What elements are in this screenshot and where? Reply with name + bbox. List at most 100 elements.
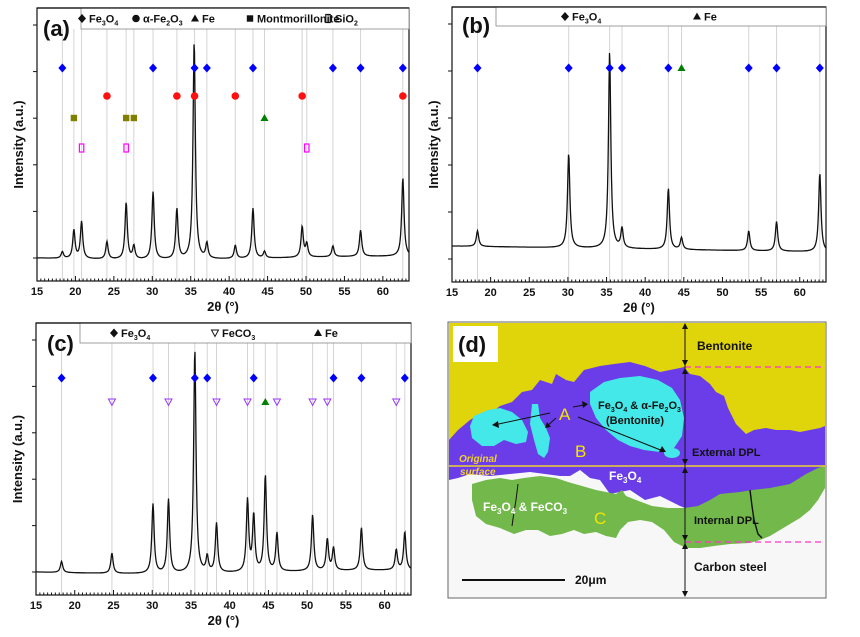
x-tick-label: 30 bbox=[146, 286, 158, 298]
legend-label: Fe bbox=[202, 14, 215, 26]
x-tick-label: 45 bbox=[678, 287, 690, 299]
marker-fe3o4 bbox=[57, 373, 66, 383]
marker-montmorillonite bbox=[122, 114, 130, 122]
marker-fe bbox=[260, 114, 269, 121]
panel-d-cross-section-schematic: (d) Bentonite External DPL Internal DPL … bbox=[447, 321, 827, 599]
marker-fe3o4 bbox=[149, 63, 158, 73]
marker--fe2o3 bbox=[399, 92, 407, 100]
panel-b-xrd-chart: Fe3O4 Fe (b) 15 20 25 30 35 40 45 50 55 60 2θ (°) Inte… bbox=[426, 6, 827, 315]
arrowheads bbox=[682, 323, 688, 597]
panel-c-xrd-chart: Fe3O4 FeCO3 Fe (c) 15 20 25 30 35 40 45 50 55 60 2θ (°… bbox=[10, 322, 412, 628]
marker-fe3o4 bbox=[744, 63, 753, 73]
marker-sio2 bbox=[303, 143, 310, 153]
panel-label: (b) bbox=[462, 13, 490, 38]
x-tick-label: 25 bbox=[108, 286, 120, 298]
xrd-pattern-line bbox=[452, 52, 827, 252]
marker-fe3o4 bbox=[190, 63, 199, 73]
legend-label: Montmorillonite bbox=[257, 14, 340, 26]
marker-fe3o4 bbox=[605, 63, 614, 73]
fe3o4-label: Fe3O4 bbox=[609, 469, 642, 485]
marker-fe3o4 bbox=[772, 63, 781, 73]
marker-feco3 bbox=[243, 398, 252, 407]
plot-frame bbox=[451, 6, 827, 283]
marker-feco3 bbox=[164, 398, 173, 407]
legend-label: Fe bbox=[704, 12, 717, 24]
xrd-pattern-line bbox=[36, 44, 410, 259]
marker-fe3o4 bbox=[329, 373, 338, 383]
marker-fe3o4 bbox=[473, 63, 482, 73]
legend-symbol-fe bbox=[314, 329, 322, 336]
bentonite-inclusion-left bbox=[470, 408, 528, 446]
xrd-pattern-line bbox=[36, 351, 412, 574]
crack-left bbox=[511, 483, 519, 527]
x-tick-label: 20 bbox=[485, 287, 497, 299]
x-tick-label: 35 bbox=[600, 287, 612, 299]
bentonite-label: Bentonite bbox=[697, 339, 753, 353]
x-tick-label: 25 bbox=[107, 600, 119, 612]
marker-fe3o4 bbox=[356, 63, 365, 73]
marker-fe3o4 bbox=[357, 373, 366, 383]
carbon-steel-label: Carbon steel bbox=[694, 560, 767, 574]
x-tick-label: 50 bbox=[300, 286, 312, 298]
marker--fe2o3 bbox=[298, 92, 306, 100]
legend-label: Fe3O4 bbox=[121, 328, 150, 342]
x-tick-label: 30 bbox=[562, 287, 574, 299]
x-tick-label: 50 bbox=[716, 287, 728, 299]
scale-bar-label: 20μm bbox=[575, 573, 606, 587]
marker-fe3o4 bbox=[328, 63, 337, 73]
marker-fe3o4 bbox=[148, 373, 157, 383]
marker-feco3 bbox=[322, 398, 332, 407]
x-tick-label: 55 bbox=[755, 287, 767, 299]
legend-symbol-montmorillonite bbox=[246, 15, 254, 22]
internal-dpl-region bbox=[472, 466, 825, 548]
x-axis-title: 2θ (°) bbox=[208, 613, 240, 628]
legend-symbol--fe2o3 bbox=[132, 14, 140, 23]
marker-fe3o4 bbox=[248, 63, 257, 73]
x-tick-label: 55 bbox=[338, 286, 350, 298]
marker-feco3 bbox=[272, 398, 282, 407]
marker-feco3 bbox=[107, 398, 117, 407]
region-b-label: B bbox=[575, 442, 586, 461]
x-tick-label: 40 bbox=[223, 286, 235, 298]
marker-fe3o4 bbox=[564, 63, 573, 73]
x-axis-title: 2θ (°) bbox=[623, 300, 655, 315]
legend-symbol-feco3 bbox=[210, 329, 220, 338]
legend-symbol-fe3o4 bbox=[78, 14, 86, 23]
x-tick-label: 60 bbox=[377, 286, 389, 298]
x-tick-label: 20 bbox=[69, 286, 81, 298]
x-tick-label: 45 bbox=[262, 600, 274, 612]
plot-frame bbox=[36, 7, 410, 282]
internal-dpl-label: Internal DPL bbox=[694, 515, 759, 527]
bentonite-inclusion-strip bbox=[530, 404, 550, 458]
region-c-label: C bbox=[594, 509, 606, 528]
legend-symbol-fe3o4 bbox=[561, 12, 569, 21]
marker-fe3o4 bbox=[664, 63, 673, 73]
external-dpl-label: External DPL bbox=[692, 447, 761, 459]
legend-label: SiO2 bbox=[335, 14, 358, 28]
marker-feco3 bbox=[391, 398, 401, 407]
x-axis-title: 2θ (°) bbox=[207, 299, 239, 314]
legend-box bbox=[495, 6, 827, 27]
marker--fe2o3 bbox=[231, 92, 240, 100]
x-tick-label: 45 bbox=[261, 286, 273, 298]
x-tick-label: 60 bbox=[794, 287, 806, 299]
marker-fe3o4 bbox=[203, 373, 212, 383]
x-tick-label: 30 bbox=[146, 600, 158, 612]
legend-symbol-sio2 bbox=[325, 13, 331, 24]
marker-sio2 bbox=[78, 143, 85, 153]
marker--fe2o3 bbox=[173, 92, 181, 100]
plot-frame bbox=[35, 322, 412, 596]
legend-box bbox=[80, 7, 410, 30]
x-tick-label: 40 bbox=[639, 287, 651, 299]
panel-d-label-box bbox=[453, 326, 498, 362]
y-axis-title: Intensity (a.u.) bbox=[426, 100, 441, 188]
x-tick-label: 50 bbox=[301, 600, 313, 612]
marker-feco3 bbox=[308, 398, 317, 407]
legend-label: α-Fe2O3 bbox=[143, 14, 183, 28]
fe3o4-feco3-label: Fe3O4 & FeCO3 bbox=[483, 500, 568, 516]
marker-feco3 bbox=[212, 398, 221, 407]
marker-fe3o4 bbox=[398, 63, 407, 73]
legend-label: Fe3O4 bbox=[572, 12, 601, 26]
legend-symbol-fe3o4 bbox=[110, 328, 118, 338]
